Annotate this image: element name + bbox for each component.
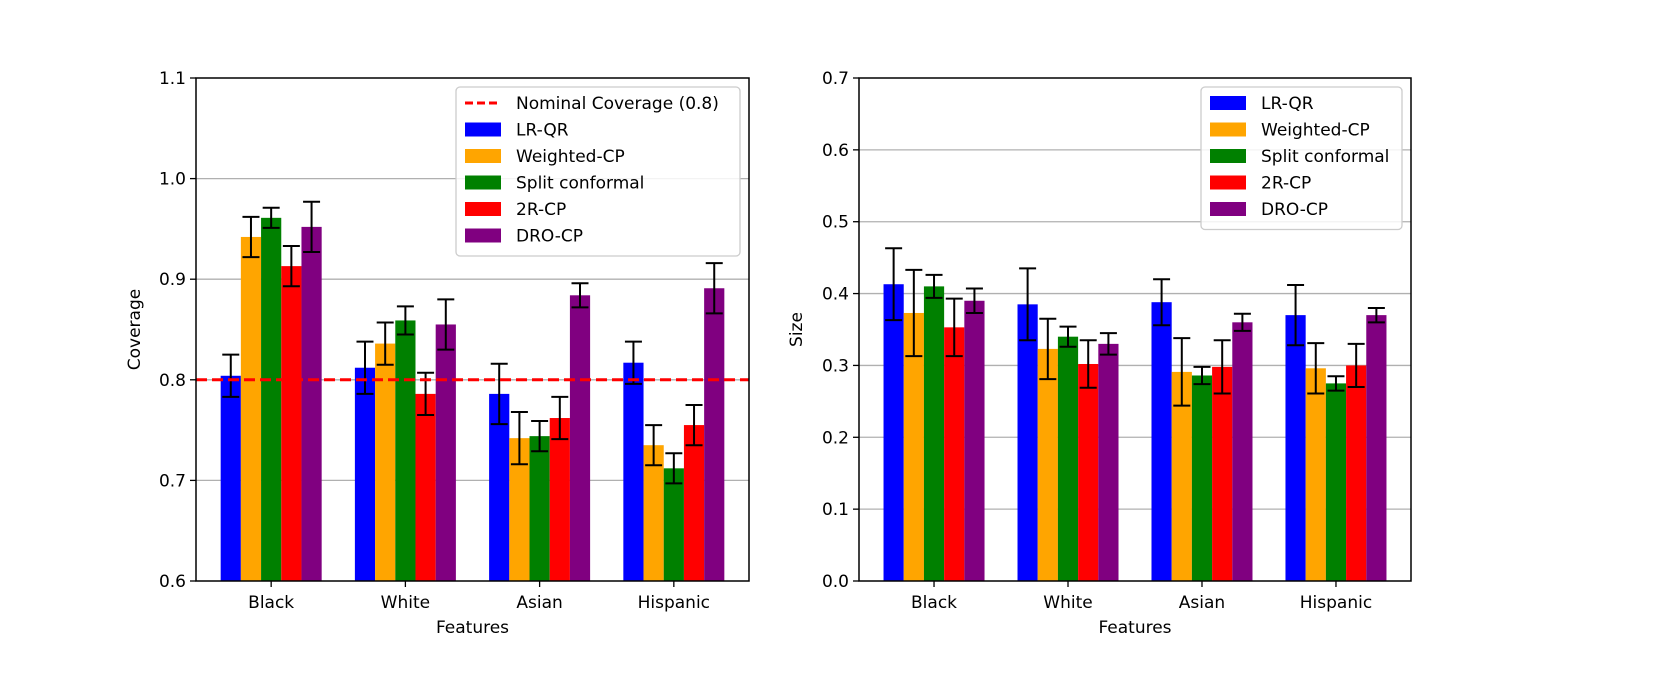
legend-label-2r-cp: 2R-CP bbox=[1261, 174, 1311, 194]
legend-box bbox=[455, 86, 741, 257]
x-tick-label: Hispanic bbox=[1300, 593, 1372, 613]
y-tick-label: 0.2 bbox=[822, 428, 849, 448]
x-tick-label: Hispanic bbox=[638, 593, 710, 613]
bar-dro-cp-black bbox=[964, 300, 985, 581]
legend-label-weighted-cp: Weighted-CP bbox=[516, 147, 625, 167]
y-tick-label: 0.6 bbox=[159, 572, 186, 592]
bar-dro-cp-hispanic bbox=[1366, 315, 1387, 581]
bar-weighted-cp-hispanic bbox=[1305, 368, 1326, 581]
x-axis-title: Features bbox=[1098, 618, 1171, 638]
size-chart: 0.0 0.1 0.2 0.3 0.4 0.5 0.6 0.7 Black White Asian H… bbox=[787, 69, 1412, 638]
y-tick-label: 0.9 bbox=[159, 270, 186, 290]
legend-swatch-weighted-cp bbox=[465, 149, 501, 163]
legend-label-split-conformal: Split conformal bbox=[516, 174, 644, 194]
bar-weighted-cp-black bbox=[903, 312, 924, 581]
bar-2r-cp-hispanic bbox=[683, 425, 705, 581]
legend-swatch-2r-cp bbox=[1210, 175, 1246, 190]
bar-lr-qr-black bbox=[883, 284, 904, 581]
bar-dro-cp-hispanic bbox=[704, 288, 725, 581]
bar-weighted-cp-asian bbox=[509, 438, 530, 581]
y-tick-label: 0.1 bbox=[822, 500, 849, 520]
y-tick-label: 0.8 bbox=[159, 371, 186, 391]
legend-swatch-split-conformal bbox=[465, 175, 501, 190]
bar-2r-cp-white bbox=[1078, 363, 1099, 581]
legend-swatch-weighted-cp bbox=[1210, 122, 1246, 137]
legend: LR-QR Weighted-CP Split conformal 2R-CP DRO-… bbox=[1200, 86, 1403, 231]
legend-swatch-split-conformal bbox=[1210, 149, 1246, 163]
bar-lr-qr-black bbox=[220, 375, 241, 581]
legend-label-nominal: Nominal Coverage (0.8) bbox=[516, 94, 719, 114]
y-tick-label: 0.7 bbox=[822, 69, 849, 89]
bar-dro-cp-asian bbox=[569, 295, 591, 581]
axes-frame bbox=[195, 77, 750, 582]
x-tick-label: White bbox=[381, 593, 430, 613]
bar-dro-cp-asian bbox=[1232, 322, 1253, 581]
bar-weighted-cp-white bbox=[375, 343, 396, 581]
y-axis-title: Coverage bbox=[125, 289, 145, 370]
bar-2r-cp-black bbox=[281, 266, 302, 581]
bar-lr-qr-asian bbox=[489, 393, 510, 581]
bar-2r-cp-hispanic bbox=[1346, 365, 1367, 581]
bar-split-conformal-hispanic bbox=[1325, 383, 1347, 581]
legend-swatch-lr-qr bbox=[1210, 96, 1246, 110]
bar-weighted-cp-white bbox=[1037, 348, 1058, 581]
bar-split-conformal-hispanic bbox=[663, 468, 684, 581]
legend-swatch-dro-cp bbox=[1210, 202, 1246, 216]
bar-split-conformal-black bbox=[923, 286, 945, 581]
bar-split-conformal-white bbox=[1057, 336, 1079, 581]
legend-label-dro-cp: DRO-CP bbox=[516, 227, 583, 247]
axes-frame bbox=[858, 77, 1412, 582]
bar-split-conformal-asian bbox=[1191, 375, 1213, 581]
legend-box bbox=[1200, 86, 1403, 231]
bar-dro-cp-white bbox=[435, 324, 456, 581]
bar-2r-cp-white bbox=[415, 393, 436, 581]
legend-label-2r-cp: 2R-CP bbox=[516, 200, 566, 220]
y-tick-label: 0.7 bbox=[159, 471, 186, 491]
bar-dro-cp-white bbox=[1098, 343, 1119, 581]
bar-lr-qr-white bbox=[354, 367, 376, 581]
x-axis-title: Features bbox=[436, 618, 509, 638]
bar-2r-cp-asian bbox=[1212, 366, 1233, 581]
bar-dro-cp-black bbox=[301, 226, 322, 581]
bar-2r-cp-black bbox=[944, 327, 965, 581]
legend-label-dro-cp: DRO-CP bbox=[1261, 200, 1328, 220]
x-tick-label: Asian bbox=[516, 593, 562, 613]
y-tick-label: 0.4 bbox=[822, 285, 849, 305]
y-tick-label: 1.0 bbox=[159, 170, 186, 190]
legend-label-lr-qr: LR-QR bbox=[516, 121, 569, 141]
x-tick-label: Asian bbox=[1179, 593, 1225, 613]
x-tick-label: Black bbox=[248, 593, 294, 613]
bar-lr-qr-white bbox=[1017, 304, 1038, 581]
bar-split-conformal-asian bbox=[529, 436, 550, 581]
x-tick-label: White bbox=[1043, 593, 1092, 613]
bar-weighted-cp-asian bbox=[1171, 371, 1192, 581]
x-tick-label: Black bbox=[911, 593, 957, 613]
bar-weighted-cp-black bbox=[240, 236, 262, 581]
y-axis-title: Size bbox=[787, 312, 807, 347]
y-tick-label: 0.6 bbox=[822, 141, 849, 161]
bar-lr-qr-hispanic bbox=[1285, 315, 1306, 581]
bar-weighted-cp-hispanic bbox=[643, 445, 664, 581]
legend-label-weighted-cp: Weighted-CP bbox=[1261, 121, 1370, 141]
legend-label-split-conformal: Split conformal bbox=[1261, 147, 1389, 167]
legend-swatch-lr-qr bbox=[465, 122, 501, 137]
coverage-chart: 0.6 0.7 0.8 0.9 1.0 1.1 Black White Asian Hispani… bbox=[125, 69, 750, 638]
legend-swatch-2r-cp bbox=[465, 202, 501, 216]
y-tick-label: 1.1 bbox=[159, 69, 186, 89]
bar-split-conformal-white bbox=[395, 320, 416, 581]
legend-swatch-dro-cp bbox=[465, 228, 501, 243]
bar-lr-qr-hispanic bbox=[623, 362, 644, 581]
y-tick-label: 0.3 bbox=[822, 356, 849, 376]
y-tick-label: 0.5 bbox=[822, 213, 849, 233]
bar-split-conformal-black bbox=[261, 217, 282, 582]
legend: Nominal Coverage (0.8) LR-QR Weighted-CP Sp… bbox=[455, 86, 741, 257]
y-tick-label: 0.0 bbox=[822, 572, 849, 592]
bar-2r-cp-asian bbox=[549, 418, 570, 581]
bar-lr-qr-asian bbox=[1151, 302, 1172, 581]
legend-label-lr-qr: LR-QR bbox=[1261, 94, 1314, 114]
